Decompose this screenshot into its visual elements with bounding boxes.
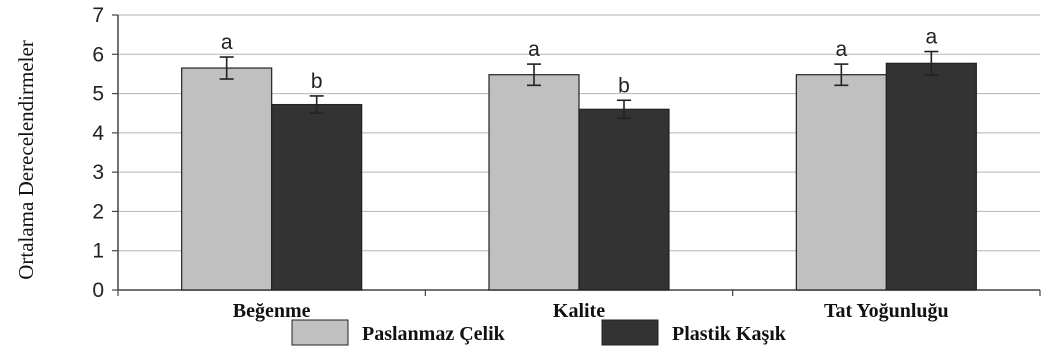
legend-swatch (291, 319, 349, 346)
legend-swatch (601, 319, 659, 346)
y-tick-label: 5 (92, 83, 104, 106)
significance-labels: a b a b a a (221, 26, 938, 98)
y-tick-label: 7 (92, 4, 104, 27)
significance-label: a (925, 26, 937, 49)
bar (271, 103, 363, 291)
significance-label: a (221, 31, 233, 54)
significance-label: a (835, 38, 847, 61)
y-tick-label: 3 (92, 161, 104, 184)
legend-label: Plastik Kaşık (672, 323, 787, 345)
bar (181, 67, 273, 291)
category-label: Tat Yoğunluğu (824, 300, 949, 322)
bar (795, 74, 887, 291)
y-tick-labels: 0 1 2 3 4 5 6 7 (92, 4, 104, 302)
y-axis-label: Ortalama Derecelendirmeler (14, 40, 38, 280)
y-tick-label: 6 (92, 43, 104, 66)
y-tick-label: 4 (92, 122, 104, 145)
error-bars (219, 50, 939, 120)
y-tick-label: 1 (92, 240, 104, 263)
significance-label: a (528, 38, 540, 61)
bar (578, 108, 670, 291)
y-tick-label: 2 (92, 200, 104, 223)
significance-label: b (311, 70, 323, 93)
category-label: Kalite (553, 300, 605, 322)
category-labels: Beğenme Kalite Tat Yoğunluğu (233, 300, 949, 322)
category-label: Beğenme (233, 300, 311, 322)
significance-label: b (618, 74, 630, 97)
legend: Paslanmaz Çelik Plastik Kaşık (291, 319, 787, 346)
bar (885, 62, 977, 291)
y-tick-label: 0 (92, 279, 104, 302)
legend-label: Paslanmaz Çelik (362, 323, 506, 345)
bars (181, 62, 977, 291)
bar (488, 74, 580, 291)
